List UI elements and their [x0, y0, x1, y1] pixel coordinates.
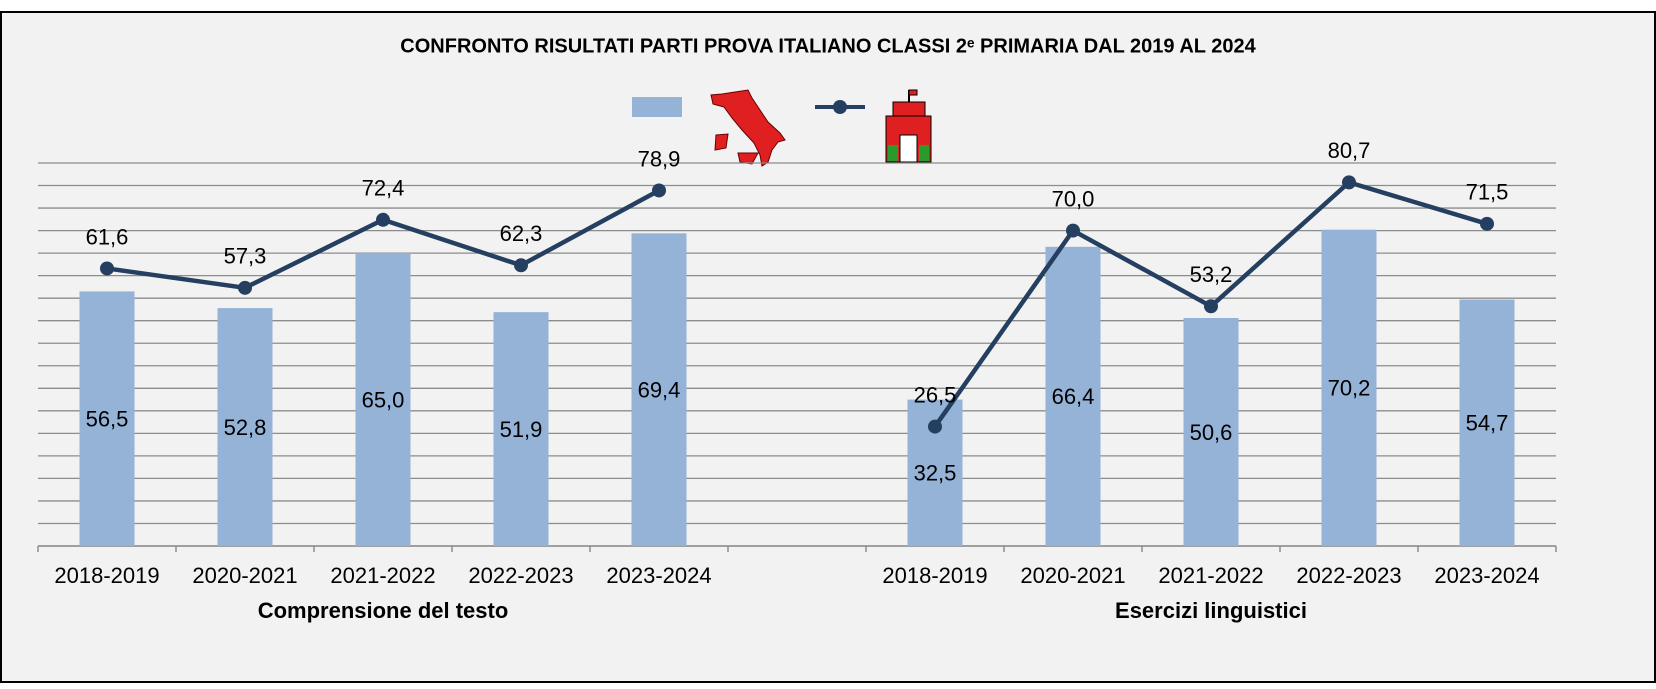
bar-value-label: 50,6 — [1190, 420, 1233, 445]
x-tick-label: 2023-2024 — [1434, 563, 1539, 588]
bar — [217, 308, 273, 546]
x-tick-label: 2020-2021 — [192, 563, 297, 588]
line-marker — [238, 280, 252, 295]
bar-value-label: 56,5 — [86, 407, 129, 432]
line-marker — [1204, 299, 1218, 314]
bar — [1045, 246, 1101, 546]
legend-bar-swatch — [632, 97, 682, 117]
x-tick-label: 2021-2022 — [1158, 563, 1263, 588]
line-value-label: 70,0 — [1052, 186, 1095, 211]
bar-value-label: 70,2 — [1328, 376, 1371, 401]
group-label: Esercizi linguistici — [1115, 598, 1307, 623]
legend — [632, 89, 932, 167]
bar — [631, 233, 687, 547]
line-marker — [1480, 216, 1494, 231]
bar-value-label: 51,9 — [500, 417, 543, 442]
bar — [355, 253, 411, 546]
x-tick-label: 2023-2024 — [606, 563, 711, 588]
bar — [1183, 318, 1239, 546]
x-tick-label: 2020-2021 — [1020, 563, 1125, 588]
line-marker — [1066, 223, 1080, 238]
bar-value-label: 52,8 — [224, 415, 267, 440]
legend-italy-icon — [710, 89, 786, 167]
x-tick-label: 2018-2019 — [882, 563, 987, 588]
line-value-label: 78,9 — [638, 146, 681, 171]
x-tick-label: 2022-2023 — [1296, 563, 1401, 588]
line-marker — [652, 183, 666, 198]
line-marker — [1342, 175, 1356, 190]
bar — [79, 291, 135, 546]
line-value-label: 53,2 — [1190, 262, 1233, 287]
chart-background — [0, 11, 1656, 683]
x-tick-label: 2018-2019 — [54, 563, 159, 588]
bar-value-label: 32,5 — [914, 461, 957, 486]
bar-value-label: 54,7 — [1466, 411, 1509, 436]
line-marker — [100, 261, 114, 276]
legend-line-marker — [833, 100, 847, 114]
bar — [493, 312, 549, 546]
x-tick-label: 2021-2022 — [330, 563, 435, 588]
line-marker — [376, 212, 390, 227]
line-value-label: 72,4 — [362, 176, 405, 201]
bar — [1459, 299, 1515, 546]
line-value-label: 61,6 — [86, 224, 129, 249]
line-value-label: 57,3 — [224, 244, 267, 269]
bar-value-label: 65,0 — [362, 387, 405, 412]
bar-value-label: 66,4 — [1052, 384, 1095, 409]
group-label: Comprensione del testo — [258, 598, 509, 623]
bar-value-label: 69,4 — [638, 377, 681, 402]
line-marker — [928, 419, 942, 434]
line-value-label: 71,5 — [1466, 180, 1509, 205]
line-marker — [514, 258, 528, 273]
line-value-label: 62,3 — [500, 221, 543, 246]
x-tick-label: 2022-2023 — [468, 563, 573, 588]
legend-school-icon — [885, 89, 932, 163]
chart-title: CONFRONTO RISULTATI PARTI PROVA ITALIANO… — [400, 35, 1256, 57]
bar — [1321, 229, 1377, 546]
line-value-label: 80,7 — [1328, 138, 1371, 163]
line-value-label: 26,5 — [914, 382, 957, 407]
